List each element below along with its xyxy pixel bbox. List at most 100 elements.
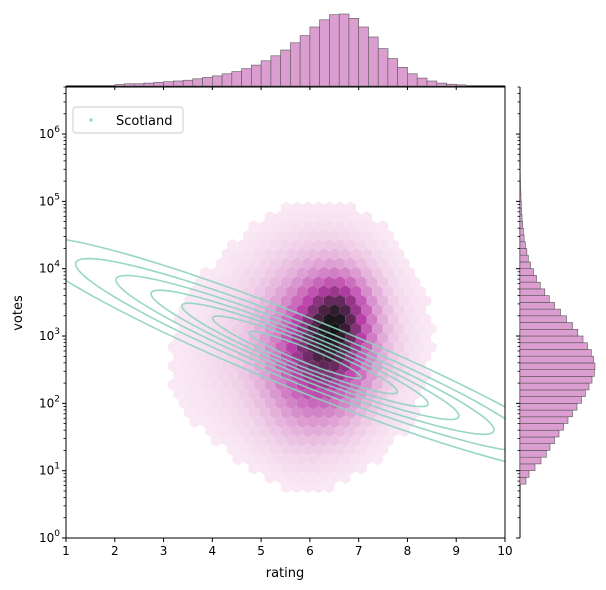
hexbin-cell: [211, 359, 222, 373]
marginal-x-histogram: [65, 13, 506, 90]
hexbin-cell: [259, 424, 270, 438]
hexbin-cell: [307, 397, 319, 410]
hexbin-cell: [189, 397, 201, 410]
hexbin-cell: [280, 462, 292, 475]
marginal-y-bar: [519, 248, 528, 256]
hexbin-cell: [318, 452, 330, 466]
hexbin-cell: [221, 378, 233, 391]
hexbin-cell: [398, 369, 410, 382]
marginal-y-bar: [519, 194, 522, 202]
hexbin-cell: [323, 424, 335, 438]
hexbin-cell: [323, 201, 335, 215]
marginal-y-bar: [519, 308, 561, 317]
marginal-y-bar: [519, 221, 523, 229]
hexbin-cell: [296, 415, 308, 428]
hexbin-cell: [259, 387, 270, 401]
hexbin-cell: [253, 285, 265, 298]
hexbin-cell: [398, 387, 410, 401]
hexbin-cell: [329, 359, 340, 373]
hexbin-cell: [377, 369, 389, 382]
hexbin-cell: [243, 452, 254, 466]
hexbin-cell: [339, 266, 351, 280]
marginal-x-bar: [270, 55, 281, 87]
hexbin-cell: [194, 350, 206, 363]
hexbin-cell: [398, 313, 410, 326]
marginal-y-bar: [519, 355, 594, 364]
hexbin-cell: [237, 424, 249, 438]
hexbin-cell: [296, 397, 308, 410]
hexbin-cell: [205, 406, 217, 419]
y-tick-label: 102: [39, 394, 60, 410]
marginal-y-bar: [519, 470, 530, 478]
marginal-y-bar: [519, 328, 579, 337]
marginal-x-bar: [241, 68, 252, 87]
hexbin-cell: [286, 434, 297, 447]
hexbin-cell: [318, 248, 330, 261]
hexbin-cell: [388, 257, 399, 270]
hexbin-cell: [323, 406, 335, 419]
hexbin-cell: [404, 266, 415, 280]
marginal-x-bar: [338, 13, 350, 87]
hexbin-cell: [313, 406, 324, 419]
marginal-x-bar: [299, 35, 311, 87]
hexbin-cell: [296, 471, 308, 484]
marginal-x-bar: [251, 64, 262, 87]
hexbin-cell: [350, 211, 362, 224]
hexbin-cell: [302, 480, 313, 494]
hexbin-cell: [184, 350, 195, 363]
marginal-x-bar: [280, 49, 291, 87]
hexbin-cell: [345, 257, 356, 270]
hexbin-cell: [270, 387, 281, 401]
hexbin-cell: [361, 322, 373, 335]
kde-contour-line: [115, 274, 495, 436]
hexbin-cell: [329, 304, 340, 317]
kde-contour-line: [66, 238, 505, 463]
hexbin-cell: [243, 378, 254, 391]
hexbin-cell: [237, 257, 249, 270]
marginal-y-bar: [519, 254, 529, 263]
marginal-y-bar: [519, 409, 573, 418]
marginal-x-bar: [221, 73, 233, 87]
hexbin-cell: [366, 276, 378, 289]
marginal-x-bar: [114, 84, 125, 87]
hexbin-cell: [173, 387, 185, 401]
y-tick-label: 101: [39, 462, 60, 478]
hexbin-cell: [296, 434, 308, 447]
hexbin-cell: [350, 304, 362, 317]
hexbin-cell: [323, 443, 335, 456]
hexbin-cell: [194, 387, 206, 401]
hexbin-cell: [280, 201, 292, 215]
hexbin-cell: [237, 406, 249, 419]
hexbin-cell: [366, 238, 378, 252]
hexbin-cell: [286, 397, 297, 410]
hexbin-cell: [243, 434, 254, 447]
marginal-y-bar: [519, 429, 560, 438]
hexbin-cell: [334, 462, 346, 475]
hexbin-cell: [178, 341, 190, 354]
marginal-y-bar: [519, 389, 586, 397]
hexbin-cell: [307, 452, 319, 466]
hexbin-cell: [345, 220, 356, 233]
marginal-y-bar: [519, 302, 555, 310]
hexbin-cell: [270, 406, 281, 419]
hexbin-cell: [393, 322, 405, 335]
marginal-x-bar: [436, 82, 447, 87]
hexbin-cell: [334, 276, 346, 289]
marginal-x-bar: [329, 14, 340, 87]
hexbin-cell: [248, 462, 260, 475]
legend-entry-scotland: Scotland: [116, 114, 173, 129]
marginal-x-bar: [182, 79, 194, 87]
marginal-y-bar: [519, 342, 588, 350]
kde-contour-line: [211, 315, 399, 395]
hexbin-cell: [355, 220, 367, 233]
hexbin-cell: [275, 266, 287, 280]
hexbin-cell: [302, 406, 313, 419]
marginal-y-bar: [519, 174, 521, 182]
hexbin-cell: [425, 322, 437, 335]
hexbin-cell: [345, 313, 356, 326]
hexbin-cell: [211, 415, 222, 428]
x-tick-label: 6: [306, 544, 314, 558]
hexbin-cell: [248, 257, 260, 270]
y-tick-exponent: 3: [54, 327, 60, 337]
hexbin-cell: [398, 257, 410, 270]
